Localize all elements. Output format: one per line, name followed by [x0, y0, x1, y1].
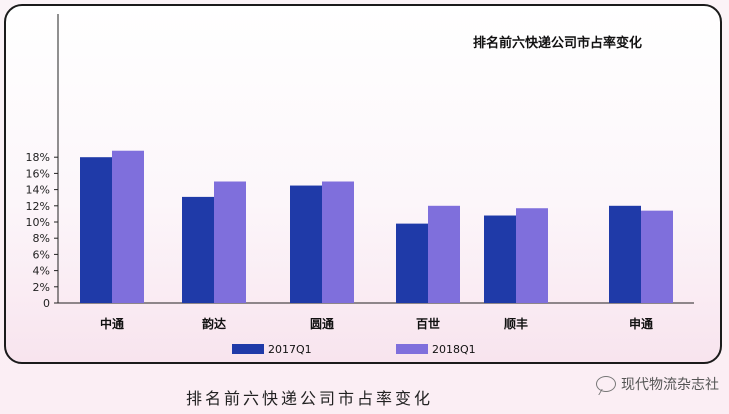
y-tick-label: 14% — [26, 184, 50, 197]
x-tick-label: 韵达 — [202, 316, 226, 331]
y-tick-label: 10% — [26, 216, 50, 229]
legend: 2017Q1 2018Q1 — [232, 343, 476, 356]
y-tick-label: 0 — [43, 297, 50, 310]
bar-韵达-2018Q1 — [214, 181, 246, 303]
x-axis-labels: 中通 韵达 圆通 百世 顺丰 申通 — [100, 316, 653, 331]
bar-圆通-2018Q1 — [322, 181, 354, 303]
y-tick-label: 2% — [33, 281, 50, 294]
x-tick-label: 中通 — [100, 316, 124, 331]
bar-韵达-2017Q1 — [182, 196, 214, 303]
bar-顺丰-2018Q1 — [516, 208, 548, 303]
bar-中通-2018Q1 — [112, 150, 144, 303]
chart-title: 排名前六快递公司市占率变化 — [473, 35, 642, 51]
x-tick-label: 百世 — [416, 316, 440, 331]
watermark-text: 现代物流杂志社 — [621, 377, 719, 393]
bar-百世-2018Q1 — [428, 205, 460, 303]
y-axis: 0 2% 4% 6% 8% 10% 12% 14% 16% 18% — [26, 14, 694, 310]
y-tick-label: 16% — [26, 167, 50, 180]
bar-中通-2017Q1 — [80, 157, 112, 303]
y-tick-label: 12% — [26, 200, 50, 213]
bar-申通-2017Q1 — [609, 205, 641, 303]
watermark: 现代物流杂志社 — [596, 374, 719, 394]
x-tick-label: 圆通 — [310, 316, 334, 331]
x-tick-label: 申通 — [629, 316, 653, 331]
y-tick-label: 8% — [33, 232, 50, 245]
bar-顺丰-2017Q1 — [484, 215, 516, 303]
y-tick-label: 18% — [26, 151, 50, 164]
bar-申通-2018Q1 — [641, 210, 673, 303]
bars — [80, 150, 673, 303]
y-tick-label: 4% — [33, 265, 50, 278]
bar-百世-2017Q1 — [396, 223, 428, 303]
x-tick-label: 顺丰 — [504, 316, 528, 331]
legend-label-2018q1: 2018Q1 — [432, 343, 476, 356]
y-tick-label: 6% — [33, 248, 50, 261]
legend-label-2017q1: 2017Q1 — [268, 343, 312, 356]
legend-swatch-2017q1 — [232, 344, 264, 354]
wechat-icon — [596, 376, 616, 392]
legend-swatch-2018q1 — [396, 344, 428, 354]
bar-圆通-2017Q1 — [290, 185, 322, 303]
figure-caption: 排名前六快递公司市占率变化 — [186, 389, 434, 408]
